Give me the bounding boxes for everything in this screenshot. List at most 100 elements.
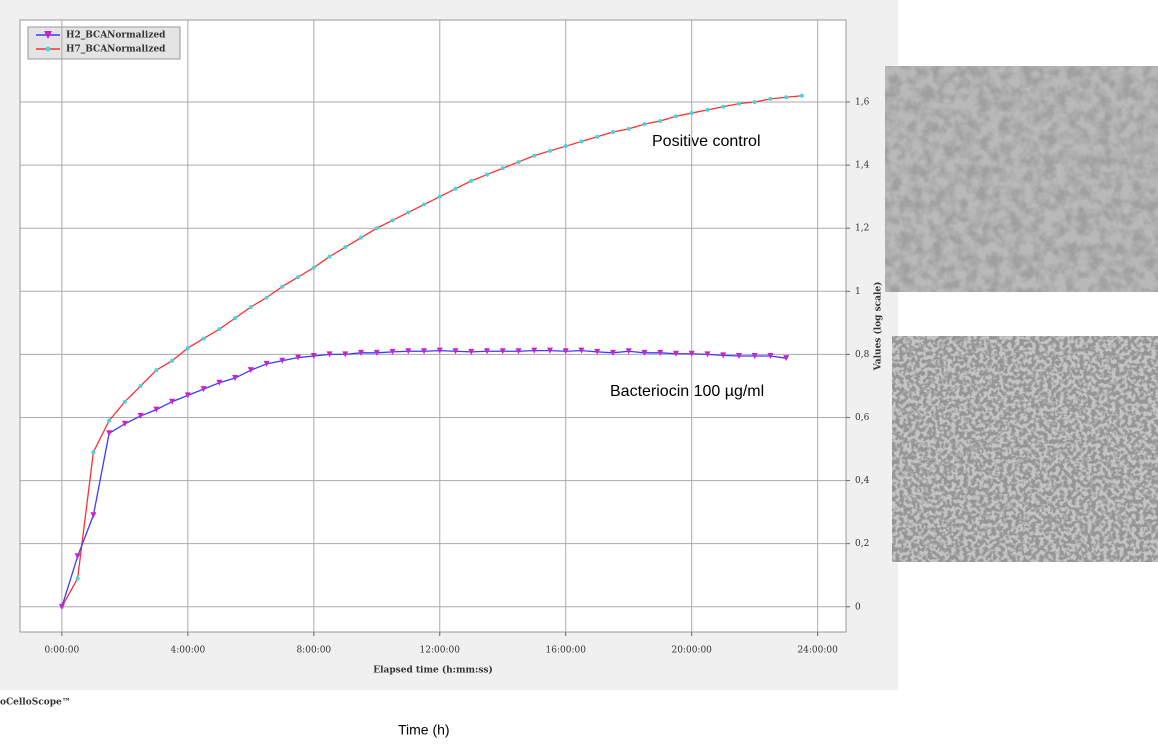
data-point xyxy=(107,418,112,423)
data-point xyxy=(735,352,742,359)
legend-label: H7_BCANormalized xyxy=(66,45,166,55)
data-point xyxy=(453,186,458,191)
data-point xyxy=(563,144,568,149)
data-point xyxy=(578,347,585,354)
data-point xyxy=(689,111,694,116)
annotation: Positive control xyxy=(652,133,761,150)
data-point xyxy=(516,159,521,164)
data-point xyxy=(327,254,332,259)
annotation: Bacteriocin 100 µg/ml xyxy=(610,383,764,400)
data-point xyxy=(170,358,175,363)
data-point xyxy=(452,348,459,355)
data-point xyxy=(374,226,379,231)
data-point xyxy=(217,327,222,332)
x-axis-title: Elapsed time (h:mm:ss) xyxy=(373,665,492,676)
data-point xyxy=(280,284,285,289)
data-point xyxy=(721,104,726,109)
data-point xyxy=(672,350,679,357)
data-point xyxy=(783,355,790,362)
data-point xyxy=(389,348,396,355)
x-tick-label: 20:00:00 xyxy=(671,646,712,656)
data-point xyxy=(657,349,664,356)
data-point xyxy=(264,295,269,300)
data-point xyxy=(500,166,505,171)
data-point xyxy=(200,386,207,393)
data-point xyxy=(625,348,632,355)
data-point xyxy=(263,360,270,367)
y-axis-title: Values (log scale) xyxy=(873,282,884,372)
data-point xyxy=(768,96,773,101)
legend-marker xyxy=(45,46,51,52)
data-point xyxy=(216,379,223,386)
data-point xyxy=(106,430,113,437)
x-tick-label: 24:00:00 xyxy=(797,646,838,656)
data-point xyxy=(468,348,475,355)
data-point xyxy=(326,351,333,358)
data-point xyxy=(311,265,316,270)
y-tick-label: 1 xyxy=(855,287,861,297)
data-point xyxy=(532,153,537,158)
data-point xyxy=(390,218,395,223)
data-point xyxy=(185,346,190,351)
data-point xyxy=(295,354,302,361)
data-point xyxy=(405,348,412,355)
data-point xyxy=(546,347,553,354)
plot-area xyxy=(19,19,847,633)
data-point xyxy=(296,275,301,280)
data-point xyxy=(422,202,427,207)
data-point xyxy=(784,95,789,100)
data-point xyxy=(673,114,678,119)
x-tick-label: 4:00:00 xyxy=(170,646,205,656)
data-point xyxy=(641,349,648,356)
x-tick-label: 12:00:00 xyxy=(420,646,461,656)
data-point xyxy=(137,412,144,419)
data-point xyxy=(751,352,758,359)
data-point xyxy=(201,336,206,341)
legend-marker xyxy=(44,31,52,39)
data-point xyxy=(247,367,254,374)
data-point xyxy=(121,420,128,427)
data-point xyxy=(531,347,538,354)
data-point xyxy=(469,178,474,183)
y-tick-label: 0,4 xyxy=(855,476,870,486)
data-point xyxy=(184,392,191,399)
data-point xyxy=(499,348,506,355)
legend-box xyxy=(27,26,181,60)
data-point xyxy=(609,349,616,356)
x-tick-label: 16:00:00 xyxy=(546,646,587,656)
data-point xyxy=(248,305,253,310)
data-point xyxy=(579,139,584,144)
data-point xyxy=(436,347,443,354)
data-point xyxy=(752,100,757,105)
y-tick-label: 1,2 xyxy=(855,224,869,234)
data-point xyxy=(406,210,411,215)
y-tick-label: 0 xyxy=(855,602,861,612)
data-point xyxy=(547,148,552,153)
series-line xyxy=(61,95,802,608)
data-point xyxy=(658,118,663,123)
data-point xyxy=(704,351,711,358)
y-tick-label: 0,6 xyxy=(855,413,870,423)
data-point xyxy=(437,194,442,199)
data-point xyxy=(610,129,615,134)
data-point xyxy=(515,348,522,355)
y-tick-label: 1,6 xyxy=(855,98,870,108)
data-point xyxy=(138,383,143,388)
microscopy-positive xyxy=(885,66,1158,292)
data-point xyxy=(58,603,65,610)
data-point xyxy=(373,349,380,356)
data-point xyxy=(358,349,365,356)
data-point xyxy=(767,352,774,359)
data-point xyxy=(594,348,601,355)
data-point xyxy=(595,134,600,139)
x-tick-label: 0:00:00 xyxy=(45,646,80,656)
y-tick-label: 1,4 xyxy=(855,161,870,171)
data-point xyxy=(279,357,286,364)
y-tick-label: 0,2 xyxy=(855,539,869,549)
data-point xyxy=(720,352,727,359)
data-point xyxy=(342,351,349,358)
data-point xyxy=(642,122,647,127)
data-point xyxy=(359,235,364,240)
caption: Time (h) xyxy=(398,722,450,738)
